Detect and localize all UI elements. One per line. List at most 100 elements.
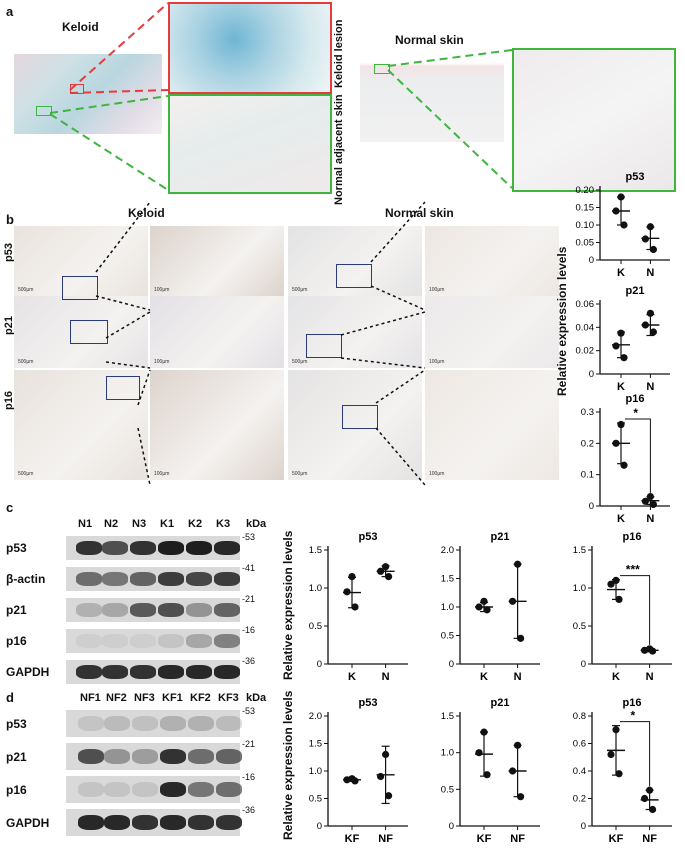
data-point [612, 576, 620, 584]
blot-band [78, 782, 104, 797]
kda-marker-3: -16 [242, 625, 256, 635]
chart-d-p16: p16 0 0.2 0.4 0.6 0.8 KF NF * [573, 697, 672, 845]
blot-band [102, 665, 128, 679]
kda-marker-2: -21 [242, 594, 256, 604]
y-tick-label: 0.8 [573, 711, 586, 722]
data-point [649, 647, 657, 655]
significance-bracket [620, 575, 651, 645]
blot-band [104, 749, 130, 764]
panel-a-letter: a [6, 4, 14, 19]
lane-label-KF2: KF2 [190, 692, 211, 704]
scale-bar-label: 500μm [292, 287, 308, 293]
chart-title: p16 [623, 531, 642, 543]
blot-band [132, 815, 158, 830]
blot-band [214, 665, 240, 679]
chart-b-p53: p53 0 0.05 0.10 0.15 0.20 K N [576, 171, 670, 279]
y-tick-label: 0.4 [573, 766, 586, 777]
chart-b-p21: p21 0 0.02 0.04 0.06 K N [576, 285, 670, 393]
chart-title: p16 [626, 393, 645, 405]
keloid-overview-image [14, 44, 162, 134]
lane-label-KF3: KF3 [218, 692, 239, 704]
chart-title: p16 [623, 697, 642, 709]
chart-title: p53 [359, 697, 378, 709]
data-point [649, 805, 657, 814]
lane-label-N1: N1 [78, 518, 93, 530]
blot-band [130, 572, 156, 586]
y-tick-label: 0.5 [573, 621, 586, 632]
data-point [351, 603, 359, 611]
blot-band [102, 572, 128, 586]
x-tick-label: K [348, 671, 356, 683]
data-point [509, 767, 517, 775]
y-tick-label: 1.5 [573, 545, 586, 556]
data-point [646, 786, 654, 794]
data-point [480, 728, 488, 736]
y-tick-label: 0.5 [309, 621, 322, 632]
y-tick-label: 0 [589, 369, 594, 380]
blot-band [76, 603, 102, 617]
keloid-green-box [36, 106, 52, 116]
adjacent-skin-zoom-image [168, 94, 332, 194]
y-tick-label: 1.5 [309, 545, 322, 556]
chart-b-p16: p16 0 0.1 0.2 0.3 K N * [581, 393, 670, 525]
data-point [649, 500, 657, 509]
y-tick-label: 1.0 [441, 602, 454, 613]
protein-label-0: p53 [6, 716, 27, 731]
ihc-image-p16-0: 500μm [14, 370, 148, 480]
data-point [612, 207, 620, 215]
data-point [475, 749, 483, 757]
x-tick-label: KF [477, 833, 492, 845]
data-point [641, 794, 649, 803]
ihc-image-p53-2: 500μm [288, 226, 422, 296]
kda-label: kDa [246, 692, 267, 704]
scale-bar-label: 500μm [18, 471, 34, 477]
data-point [615, 770, 623, 778]
data-point [382, 563, 390, 571]
ihc-zoom-box [342, 405, 378, 429]
kda-marker-1: -41 [242, 563, 256, 573]
data-point [641, 321, 649, 329]
y-tick-label: 0.05 [576, 238, 595, 249]
ihc-image-p16-2: 500μm [288, 370, 422, 480]
y-tick-label: 0.10 [576, 220, 595, 231]
blot-band [132, 782, 158, 797]
x-tick-label: NF [378, 833, 393, 845]
y-tick-label: 0.02 [576, 346, 595, 357]
y-tick-label: 2.0 [441, 545, 454, 556]
data-point [348, 573, 356, 581]
significance-label: *** [626, 563, 640, 577]
normal-green-box [374, 64, 390, 74]
scale-bar-label: 500μm [18, 287, 34, 293]
keloid-lesion-zoom-image [168, 2, 332, 94]
blot-band [158, 572, 184, 586]
ihc-image-p53-1: 100μm [150, 226, 284, 296]
blot-band [104, 716, 130, 731]
y-tick-label: 0.5 [309, 794, 322, 805]
protein-label-3: GAPDH [6, 815, 50, 830]
y-tick-label: 0.20 [576, 185, 595, 196]
data-point [641, 497, 649, 505]
blot-band [104, 815, 130, 830]
blot-band [216, 749, 242, 764]
blot-band [130, 665, 156, 679]
kda-marker-1: -21 [242, 739, 256, 749]
protein-label-2: p16 [6, 782, 27, 797]
blot-band [160, 815, 186, 830]
y-tick-label: 0 [581, 821, 586, 832]
scale-bar-label: 500μm [292, 359, 308, 365]
y-tick-label: 0 [449, 659, 454, 670]
blot-band [186, 634, 212, 648]
blot-band [216, 815, 242, 830]
data-point [480, 597, 488, 605]
blot-band [158, 634, 184, 648]
panel-b-normal-title: Normal skin [385, 206, 454, 220]
blot-band [186, 603, 212, 617]
data-point [612, 342, 620, 350]
ihc-image-p16-1: 100μm [150, 370, 284, 480]
ihc-image-p21-3: 100μm [425, 296, 559, 368]
blot-band [76, 541, 102, 555]
kda-marker-2: -16 [242, 772, 256, 782]
y-tick-label: 0.5 [441, 784, 454, 795]
chart-d-p53: p53 0 0.5 1.0 1.5 2.0 KF NF [309, 697, 408, 845]
x-tick-label: K [612, 671, 620, 683]
